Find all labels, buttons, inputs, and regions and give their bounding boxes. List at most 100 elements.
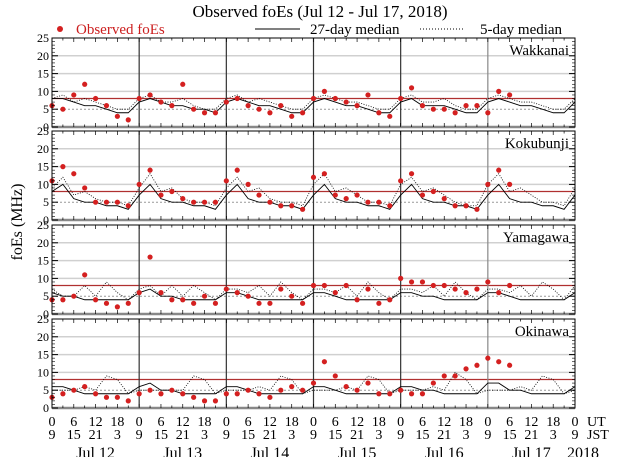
y-tick-label: 5 [43, 289, 49, 303]
observed-point [212, 110, 219, 116]
observed-point [398, 387, 404, 393]
x-tick-jst-label: 9 [310, 428, 317, 443]
observed-point [92, 297, 99, 303]
observed-point [289, 203, 295, 209]
x-tick-jst-label: 3 [463, 428, 470, 443]
station-label: Wakkanai [509, 43, 569, 59]
observed-point [267, 394, 273, 400]
observed-point [463, 290, 469, 296]
observed-point [398, 95, 404, 102]
observed-point [300, 110, 306, 116]
observed-point [158, 192, 164, 198]
y-tick-label: 5 [43, 383, 49, 397]
observed-point [507, 282, 513, 289]
y-tick-label: 5 [43, 195, 49, 209]
observed-point [114, 199, 120, 205]
observed-point [147, 387, 153, 393]
observed-point [82, 81, 88, 87]
observed-point [474, 286, 480, 292]
observed-point [201, 110, 208, 116]
observed-point [223, 286, 229, 292]
observed-point [267, 110, 273, 116]
y-axis-label: foEs (MHz) [9, 184, 26, 261]
x-tick-ut-label: 12 [350, 415, 364, 430]
series-5day-median [51, 281, 576, 301]
year-label: 2018 [567, 445, 599, 457]
observed-point [191, 199, 197, 205]
observed-point [245, 181, 251, 187]
observed-point [398, 275, 404, 281]
y-tick-label: 25 [37, 312, 49, 326]
y-tick-label: 15 [37, 160, 49, 174]
observed-point [245, 293, 251, 299]
x-tick-ut-label: 18 [372, 415, 386, 430]
jst-label: JST [587, 428, 609, 443]
y-tick-label: 0 [43, 401, 49, 415]
x-tick-jst-label: 3 [201, 428, 208, 443]
observed-point [136, 95, 142, 102]
observed-point [60, 164, 66, 170]
observed-point [234, 95, 240, 102]
observed-point [485, 181, 491, 187]
day-label: Jul 17 [512, 445, 551, 457]
observed-point [103, 199, 110, 205]
observed-point [114, 394, 120, 400]
observed-point [365, 380, 371, 386]
x-tick-ut-label: 0 [572, 415, 579, 430]
observed-point [354, 192, 360, 198]
observed-point [310, 380, 317, 386]
observed-point [60, 391, 66, 397]
observed-point [376, 300, 382, 306]
y-tick-label: 0 [43, 307, 49, 321]
x-tick-ut-label: 0 [49, 415, 56, 430]
panel-okinawa: 0 5 10 15 20 25 Okinawa [37, 312, 576, 415]
x-tick-ut-label: 6 [332, 415, 339, 430]
x-tick-jst-label: 9 [136, 428, 143, 443]
observed-point [463, 103, 469, 109]
y-tick-label: 20 [37, 142, 49, 156]
observed-point [398, 178, 404, 184]
x-tick-jst-label: 15 [415, 428, 429, 443]
x-tick-ut-label: 18 [285, 415, 299, 430]
x-tick-jst-label: 21 [524, 428, 538, 443]
x-tick-ut-label: 6 [506, 415, 513, 430]
observed-point [158, 99, 164, 105]
observed-point [408, 279, 415, 285]
observed-point [365, 92, 371, 98]
legend-5day-label: 5-day median [480, 22, 563, 38]
x-tick-jst-label: 21 [263, 428, 277, 443]
x-tick-ut-label: 18 [198, 415, 212, 430]
observed-point [496, 290, 502, 296]
observed-point [125, 398, 131, 404]
series-27day-median [52, 382, 576, 395]
observed-point [354, 297, 360, 303]
observed-point [376, 391, 382, 397]
observed-point [82, 272, 88, 278]
observed-point [169, 297, 175, 303]
observed-point [376, 199, 382, 205]
observed-point [485, 355, 491, 361]
x-tick-jst-label: 15 [241, 428, 255, 443]
x-tick-jst-label: 15 [154, 428, 168, 443]
x-tick-ut-label: 12 [176, 415, 190, 430]
observed-point [212, 300, 219, 306]
observed-point [103, 394, 110, 400]
observed-point [147, 92, 153, 98]
y-tick-label: 25 [37, 31, 49, 45]
x-tick-jst-label: 9 [49, 428, 56, 443]
observed-point [452, 373, 458, 379]
panel-yamagawa: 0 5 10 15 20 25 Yamagawa [37, 218, 576, 321]
y-tick-label: 25 [37, 218, 49, 232]
x-tick-ut-label: 12 [437, 415, 451, 430]
observed-point [419, 279, 426, 285]
observed-point [496, 88, 502, 94]
observed-point [430, 380, 436, 386]
observed-point [496, 167, 502, 173]
y-tick-label: 20 [37, 236, 49, 250]
observed-point [136, 181, 142, 187]
observed-point [430, 282, 436, 289]
station-label: Yamagawa [503, 230, 569, 246]
observed-point [343, 384, 349, 390]
observed-point [92, 95, 99, 102]
observed-point [289, 384, 295, 390]
